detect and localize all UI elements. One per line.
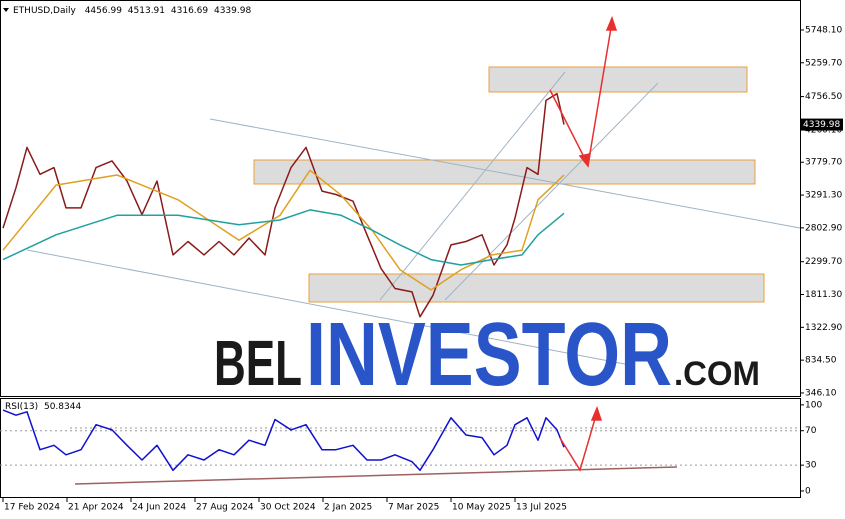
annotations: [26, 66, 801, 485]
arrow-head: [578, 153, 591, 168]
y-tick-label: 70: [805, 426, 817, 436]
x-tick-label: 21 Apr 2024: [68, 503, 124, 513]
y-tick-label: 0: [805, 486, 811, 496]
price-label-bg: [801, 118, 843, 131]
rsi-value: 50.8344: [44, 402, 81, 412]
watermark-part: .COM: [674, 355, 760, 393]
rsi-trend-line: [74, 466, 678, 485]
chart-title: ETHUSD,Daily 4456.99 4513.91 4316.69 433…: [13, 6, 251, 16]
open: 4456.99: [85, 6, 122, 16]
rsi-title: RSI(13) 50.8344: [5, 402, 81, 412]
series-line: [2, 409, 565, 472]
y-tick-label: 1811.30: [805, 290, 842, 300]
x-tick-label: 24 Jun 2024: [132, 503, 186, 513]
channel-line: [379, 71, 566, 301]
x-tick-label: 10 May 2025: [452, 503, 511, 513]
arrow-head: [590, 405, 603, 421]
y-tick-label: 3779.70: [805, 158, 842, 168]
x-tick-label: 7 Mar 2025: [388, 503, 439, 513]
symbol: ETHUSD,Daily: [13, 6, 76, 16]
series-layer: [0, 92, 800, 472]
series-line: [2, 169, 565, 291]
zone: [253, 159, 756, 185]
y-tick-label: 2802.90: [805, 223, 842, 233]
rsi-name: RSI(13): [5, 402, 38, 412]
y-tick-label: 5259.70: [805, 58, 842, 68]
arrow-head: [605, 15, 618, 31]
series-line: [2, 209, 565, 266]
y-tick-label: 4756.50: [805, 92, 842, 102]
x-tick-label: 30 Oct 2024: [260, 503, 316, 513]
x-tick-label: 2 Jan 2025: [324, 503, 372, 513]
rsi-forecast-arrow: [559, 411, 598, 472]
trend-line: [209, 118, 801, 229]
series-line: [2, 92, 565, 318]
y-tick-label: 1322.90: [805, 323, 842, 333]
low: 4316.69: [171, 6, 208, 16]
y-tick-label: 100: [805, 400, 822, 410]
y-tick-label: 30: [805, 461, 817, 471]
main-pane-frame: [0, 0, 801, 397]
watermark-part: BEL: [214, 327, 302, 399]
zone: [488, 66, 748, 93]
zone: [308, 273, 765, 303]
menu-icon[interactable]: [3, 8, 9, 12]
y-tick-label: 5748.10: [805, 25, 842, 35]
trend-line: [26, 249, 631, 366]
price-label: 4339.98: [803, 120, 840, 130]
close: 4339.98: [214, 6, 251, 16]
x-tick-label: 27 Aug 2024: [196, 503, 254, 513]
y-tick-label: 834.50: [805, 356, 837, 366]
x-tick-label: 13 Jul 2025: [516, 503, 567, 513]
arrows: [549, 15, 618, 472]
y-tick-label: 2299.70: [805, 257, 842, 267]
watermark-part: INVESTOR: [306, 305, 672, 405]
high: 4513.91: [128, 6, 165, 16]
y-tick-label: 346.10: [805, 388, 837, 398]
watermark: BEL INVESTOR .COM: [214, 305, 760, 405]
channel-line: [444, 82, 659, 301]
rsi-pane-frame: [0, 398, 801, 498]
x-tick-label: 17 Feb 2024: [4, 503, 60, 513]
y-tick-label: 3291.30: [805, 191, 842, 201]
